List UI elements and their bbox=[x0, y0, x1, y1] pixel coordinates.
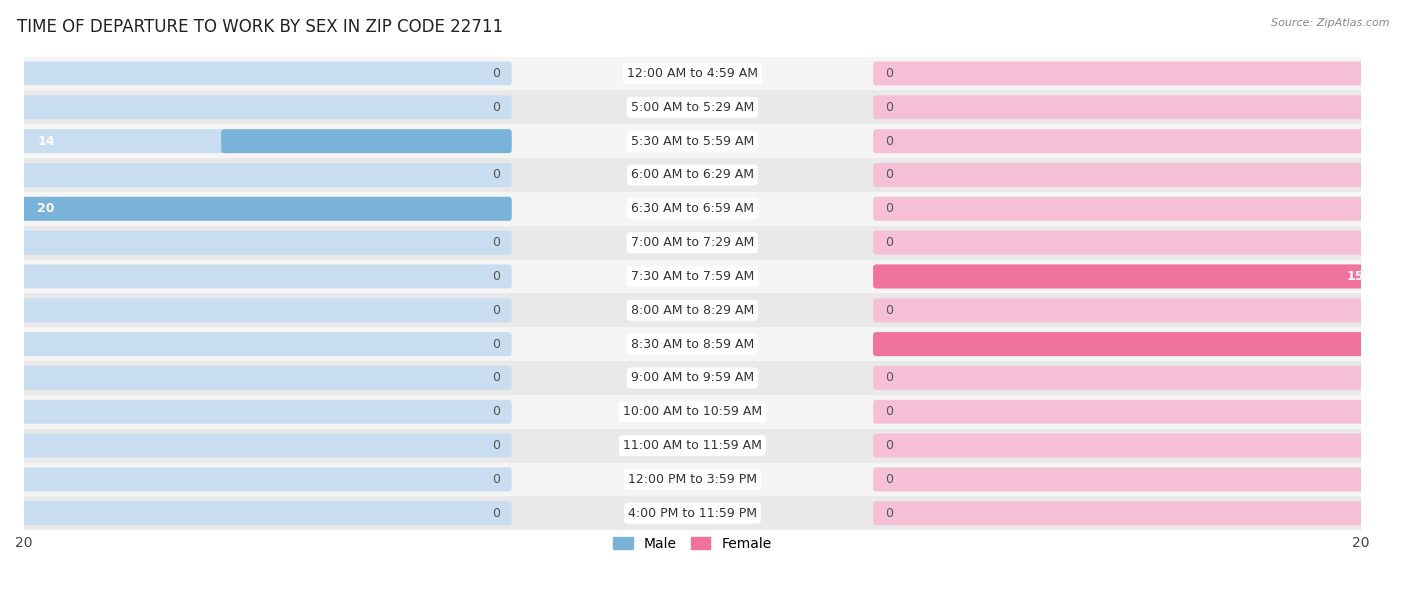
FancyBboxPatch shape bbox=[873, 264, 1364, 289]
Text: 0: 0 bbox=[492, 371, 501, 384]
FancyBboxPatch shape bbox=[21, 230, 512, 255]
Bar bbox=[24, 124, 1361, 158]
Text: 8:30 AM to 8:59 AM: 8:30 AM to 8:59 AM bbox=[631, 337, 754, 350]
FancyBboxPatch shape bbox=[873, 501, 1364, 525]
Text: 0: 0 bbox=[884, 236, 893, 249]
FancyBboxPatch shape bbox=[873, 400, 1364, 424]
Text: 0: 0 bbox=[492, 67, 501, 80]
Bar bbox=[24, 158, 1361, 192]
Text: 7:30 AM to 7:59 AM: 7:30 AM to 7:59 AM bbox=[631, 270, 754, 283]
Bar bbox=[24, 226, 1361, 260]
Bar bbox=[24, 192, 1361, 226]
Text: 12:00 AM to 4:59 AM: 12:00 AM to 4:59 AM bbox=[627, 67, 758, 80]
Text: 15: 15 bbox=[1347, 270, 1364, 283]
Bar bbox=[24, 497, 1361, 530]
Bar bbox=[24, 327, 1361, 361]
FancyBboxPatch shape bbox=[873, 298, 1364, 323]
FancyBboxPatch shape bbox=[21, 332, 512, 356]
Text: 0: 0 bbox=[492, 270, 501, 283]
Text: 7:00 AM to 7:29 AM: 7:00 AM to 7:29 AM bbox=[631, 236, 754, 249]
Text: 20: 20 bbox=[37, 203, 55, 215]
Text: 9:00 AM to 9:59 AM: 9:00 AM to 9:59 AM bbox=[631, 371, 754, 384]
FancyBboxPatch shape bbox=[21, 62, 512, 86]
Text: 14: 14 bbox=[37, 135, 55, 148]
Text: 0: 0 bbox=[884, 135, 893, 148]
Text: 0: 0 bbox=[492, 304, 501, 317]
Text: 0: 0 bbox=[492, 101, 501, 114]
Text: 0: 0 bbox=[492, 337, 501, 350]
Bar bbox=[24, 395, 1361, 429]
FancyBboxPatch shape bbox=[21, 264, 512, 289]
Text: 5:30 AM to 5:59 AM: 5:30 AM to 5:59 AM bbox=[631, 135, 754, 148]
Text: 16: 16 bbox=[1381, 337, 1398, 350]
Text: 0: 0 bbox=[884, 405, 893, 418]
FancyBboxPatch shape bbox=[21, 467, 512, 491]
FancyBboxPatch shape bbox=[21, 400, 512, 424]
FancyBboxPatch shape bbox=[873, 129, 1364, 153]
Text: Source: ZipAtlas.com: Source: ZipAtlas.com bbox=[1271, 18, 1389, 28]
Bar bbox=[24, 90, 1361, 124]
Text: 0: 0 bbox=[884, 169, 893, 182]
Text: 10:00 AM to 10:59 AM: 10:00 AM to 10:59 AM bbox=[623, 405, 762, 418]
Text: TIME OF DEPARTURE TO WORK BY SEX IN ZIP CODE 22711: TIME OF DEPARTURE TO WORK BY SEX IN ZIP … bbox=[17, 18, 503, 36]
FancyBboxPatch shape bbox=[873, 62, 1364, 86]
Text: 6:30 AM to 6:59 AM: 6:30 AM to 6:59 AM bbox=[631, 203, 754, 215]
FancyBboxPatch shape bbox=[873, 434, 1364, 457]
FancyBboxPatch shape bbox=[21, 197, 512, 221]
FancyBboxPatch shape bbox=[873, 163, 1364, 187]
Text: 12:00 PM to 3:59 PM: 12:00 PM to 3:59 PM bbox=[628, 473, 756, 486]
Text: 8:00 AM to 8:29 AM: 8:00 AM to 8:29 AM bbox=[631, 304, 754, 317]
FancyBboxPatch shape bbox=[873, 230, 1364, 255]
Bar bbox=[24, 429, 1361, 463]
FancyBboxPatch shape bbox=[873, 264, 1381, 289]
Text: 0: 0 bbox=[884, 67, 893, 80]
FancyBboxPatch shape bbox=[21, 501, 512, 525]
Legend: Male, Female: Male, Female bbox=[607, 531, 778, 557]
Text: 5:00 AM to 5:29 AM: 5:00 AM to 5:29 AM bbox=[631, 101, 754, 114]
FancyBboxPatch shape bbox=[21, 163, 512, 187]
Text: 0: 0 bbox=[492, 439, 501, 452]
FancyBboxPatch shape bbox=[873, 467, 1364, 491]
FancyBboxPatch shape bbox=[873, 366, 1364, 390]
FancyBboxPatch shape bbox=[21, 197, 512, 221]
Text: 11:00 AM to 11:59 AM: 11:00 AM to 11:59 AM bbox=[623, 439, 762, 452]
Bar bbox=[24, 56, 1361, 90]
FancyBboxPatch shape bbox=[21, 366, 512, 390]
FancyBboxPatch shape bbox=[873, 96, 1364, 119]
Text: 0: 0 bbox=[492, 236, 501, 249]
Bar bbox=[24, 260, 1361, 293]
Text: 0: 0 bbox=[492, 405, 501, 418]
Text: 0: 0 bbox=[884, 101, 893, 114]
Text: 0: 0 bbox=[884, 371, 893, 384]
FancyBboxPatch shape bbox=[21, 298, 512, 323]
Bar bbox=[24, 361, 1361, 395]
Bar bbox=[24, 293, 1361, 327]
FancyBboxPatch shape bbox=[873, 332, 1406, 356]
Text: 0: 0 bbox=[884, 507, 893, 520]
Text: 0: 0 bbox=[884, 304, 893, 317]
Text: 0: 0 bbox=[884, 473, 893, 486]
Text: 0: 0 bbox=[884, 203, 893, 215]
FancyBboxPatch shape bbox=[873, 197, 1364, 221]
FancyBboxPatch shape bbox=[21, 129, 512, 153]
FancyBboxPatch shape bbox=[873, 332, 1364, 356]
Text: 0: 0 bbox=[492, 169, 501, 182]
FancyBboxPatch shape bbox=[21, 96, 512, 119]
Bar bbox=[24, 463, 1361, 497]
Text: 0: 0 bbox=[492, 473, 501, 486]
Text: 4:00 PM to 11:59 PM: 4:00 PM to 11:59 PM bbox=[628, 507, 756, 520]
Text: 6:00 AM to 6:29 AM: 6:00 AM to 6:29 AM bbox=[631, 169, 754, 182]
Text: 0: 0 bbox=[884, 439, 893, 452]
FancyBboxPatch shape bbox=[221, 129, 512, 153]
Text: 0: 0 bbox=[492, 507, 501, 520]
FancyBboxPatch shape bbox=[21, 434, 512, 457]
